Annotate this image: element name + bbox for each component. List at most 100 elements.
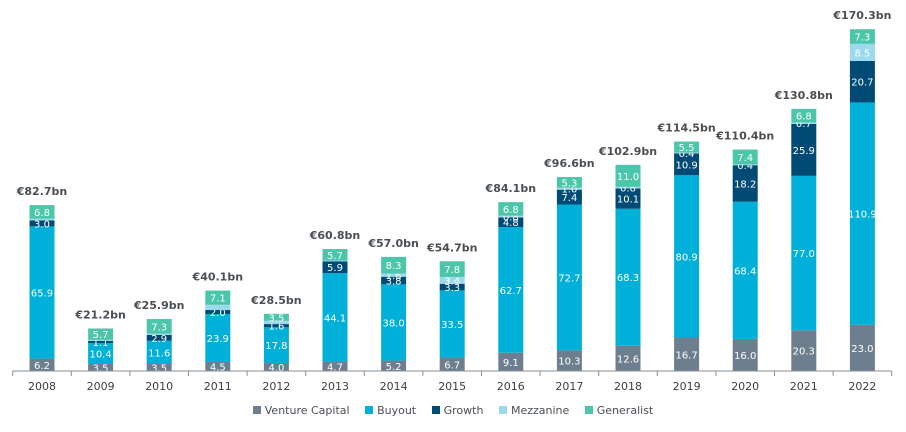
total-label: €96.6bn [543,157,595,170]
bar-segment-generalist [556,177,582,188]
segment-value-label: 72.7 [558,273,580,284]
bar-segment-venture-capital [791,330,817,371]
legend-item-mezzanine: Mezzanine [498,404,569,417]
bar-segment-growth [29,220,55,227]
legend-item-buyout: Buyout [365,404,416,417]
segment-value-label: 16.0 [734,351,756,362]
segment-value-label: 20.3 [793,347,815,358]
bar-segment-buyout [322,273,348,362]
bar-segment-buyout [674,175,700,338]
segment-value-label: 23.9 [207,334,229,345]
segment-value-label: 80.9 [675,252,697,263]
bar-segment-growth [381,276,407,285]
segment-value-label: 9.1 [503,358,519,369]
segment-value-label: 33.5 [441,320,463,331]
segment-value-label: 1.0 [561,185,577,196]
bar-segment-generalist [498,202,524,216]
segment-value-label: 5.9 [327,263,343,274]
total-label: €28.5bn [250,294,302,307]
segment-value-label: 18.2 [734,179,756,190]
segment-value-label: 6.2 [34,361,50,372]
segment-value-label: 110.9 [848,210,877,221]
x-tick-label: 2018 [614,380,642,393]
bar-segment-mezzanine [674,152,700,154]
segment-value-label: 4.7 [327,362,343,373]
bar-segment-growth [146,334,172,341]
bar-segment-mezzanine [322,260,348,262]
segment-value-label: 5.5 [679,143,695,154]
bar-segment-buyout [556,204,582,351]
legend-label: Growth [443,404,484,417]
segment-value-label: 8.3 [386,261,402,272]
segment-value-label: 5.2 [386,362,402,373]
segment-value-label: 1.6 [268,322,284,333]
segment-value-label: 1.1 [93,338,109,349]
total-label: €170.3bn [832,9,891,22]
bar-segment-generalist [732,149,758,165]
segment-value-label: 11.0 [617,172,639,183]
segment-value-label: 4.8 [503,218,519,229]
segment-value-label: 7.8 [444,265,460,276]
bar-segment-buyout [146,340,172,364]
bar-segment-venture-capital [732,338,758,371]
bar-segment-venture-capital [205,361,231,371]
segment-value-label: 68.3 [617,273,639,284]
segment-value-label: 25.9 [793,146,815,157]
segment-value-label: 4.5 [210,362,226,373]
bar-segment-mezzanine [88,339,114,341]
total-label: €110.4bn [715,130,774,143]
segment-value-label: 65.9 [31,288,53,299]
segment-value-label: 0.4 [679,149,695,160]
segment-value-label: 10.1 [617,195,639,206]
bar-segment-growth [674,153,700,176]
bar-segment-venture-capital [439,357,465,371]
bar-segment-venture-capital [88,363,114,371]
x-tick-label: 2015 [438,380,466,393]
bar-segment-buyout [791,175,817,331]
segment-value-label: 5.7 [327,251,343,262]
bar-segment-generalist [674,141,700,153]
bar-segment-generalist [263,313,289,321]
legend-swatch [365,406,374,414]
bar-segment-venture-capital [29,358,55,371]
bar-segment-generalist [615,164,641,187]
bar-segment-buyout [498,226,524,353]
bar-segment-buyout [849,102,875,325]
bar-segment-buyout [29,226,55,359]
segment-value-label: 6.8 [796,112,812,123]
legend-item-venture-capital: Venture Capital [252,404,350,417]
bar-segment-growth [498,217,524,227]
segment-value-label: 3.0 [34,219,50,230]
segment-value-label: 8.5 [854,48,870,59]
bar-segment-buyout [263,327,289,363]
legend: Venture Capital Buyout Growth Mezzanine … [0,404,906,417]
bar-segment-venture-capital [381,360,407,371]
total-label: €25.9bn [133,299,185,312]
bar-segment-generalist [791,108,817,123]
segment-value-label: 5.3 [561,178,577,189]
bar-segment-buyout [615,208,641,346]
segment-value-label: 11.6 [148,348,170,359]
segment-value-label: 7.4 [561,193,577,204]
legend-swatch [498,406,507,414]
x-tick-label: 2019 [673,380,701,393]
x-tick-label: 2017 [555,380,583,393]
bar-segment-growth [263,324,289,328]
bar-segment-generalist [439,261,465,277]
total-label: €40.1bn [192,271,244,284]
segment-value-label: 38.0 [382,318,404,329]
bar-segment-growth [791,123,817,176]
bar-segment-growth [205,310,231,315]
bar-segment-venture-capital [556,350,582,371]
x-tick-label: 2013 [321,380,349,393]
bar-segment-generalist [88,328,114,340]
bar-segment-growth [849,60,875,103]
bar-segment-mezzanine [498,215,524,218]
bar-segment-generalist [322,249,348,261]
total-label: €60.8bn [309,229,361,242]
legend-label: Buyout [377,404,417,417]
bar-segment-venture-capital [498,352,524,371]
total-label: €57.0bn [367,237,419,250]
segment-value-label: 4.0 [268,363,284,374]
